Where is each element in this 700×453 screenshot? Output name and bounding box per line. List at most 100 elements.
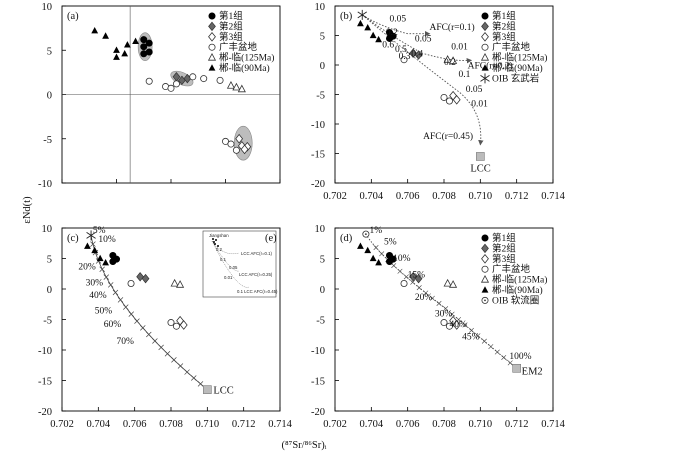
x-axis-title: (⁸⁷Sr/⁸⁶Sr)ᵢ <box>282 440 327 451</box>
inset-curve <box>211 240 250 288</box>
legend-label: 郴-临(125Ma) <box>492 52 547 64</box>
data-point <box>91 246 99 254</box>
data-point <box>221 137 229 145</box>
mixing-tick <box>146 331 152 338</box>
legend-marker <box>481 64 489 71</box>
data-point <box>96 254 104 262</box>
legend-label: 郴-临(90Ma) <box>219 62 270 74</box>
legend-marker <box>208 43 216 51</box>
mixing-tick <box>90 241 96 247</box>
data-point <box>443 278 452 287</box>
mixing-tick <box>501 354 507 360</box>
legend-marker <box>480 52 490 61</box>
fraction-label: 0.6 <box>382 40 394 50</box>
inset-curve-label: 0.1 LCC AFC(r=0.45) <box>237 289 278 294</box>
y-tick-label: 10 <box>315 224 326 235</box>
data-point <box>141 273 150 284</box>
y-tick-label: -5 <box>316 316 325 327</box>
data-point <box>364 24 372 31</box>
data-point <box>113 53 120 60</box>
mixing-tick <box>171 357 177 363</box>
mixing-tick <box>429 295 435 301</box>
x-tick-label: 0.706 <box>123 419 147 430</box>
legend-label: OIB 软流圈 <box>492 294 539 306</box>
data-point <box>113 255 121 263</box>
data-point <box>145 48 153 56</box>
percent-label: 50% <box>95 306 113 316</box>
percent-label: 20% <box>78 262 96 272</box>
legend-marker <box>208 64 216 71</box>
mixing-tick <box>134 318 140 324</box>
mixing-tick <box>177 363 184 369</box>
percent-label: 20% <box>415 293 433 303</box>
data-point <box>200 75 208 83</box>
legend-marker <box>481 21 489 32</box>
mixing-tick <box>164 350 171 357</box>
lcc-endmember <box>476 152 485 161</box>
legend-marker <box>208 31 216 42</box>
x-tick-label: 0.714 <box>541 191 565 202</box>
mixing-tick <box>140 325 146 331</box>
em2-label: EM2 <box>522 366 543 377</box>
y-tick-label: 5 <box>47 46 52 57</box>
y-tick-label: 0 <box>320 61 325 72</box>
panel-c: 0.702 0.704 0.706 0.708 0.710 0.712 0.714 10 5 0 -… <box>38 224 293 430</box>
mixing-tick <box>397 268 403 274</box>
lcc-label: LCC <box>470 163 490 174</box>
percent-label: 70% <box>117 337 135 347</box>
legend-label: 郴-临(90Ma) <box>492 284 543 296</box>
data-point <box>449 56 458 64</box>
legend-label: 第2组 <box>492 242 516 254</box>
inset-tick-label: 0.1 <box>220 257 227 262</box>
x-tick-label: 0.708 <box>432 191 456 202</box>
x-tick-label: 0.702 <box>50 419 74 430</box>
mixing-tick <box>152 338 158 344</box>
panel-label: (b) <box>340 11 353 22</box>
percent-label: 5% <box>93 226 106 236</box>
data-point <box>240 144 249 155</box>
y-tick-label: 5 <box>320 255 325 266</box>
data-point <box>409 272 417 282</box>
mixing-tick <box>481 338 487 344</box>
data-point <box>357 19 364 27</box>
panel-d: 0.702 0.704 0.706 0.708 0.710 0.712 0.714 10 5 0 -… <box>311 224 566 430</box>
data-point <box>232 146 240 154</box>
percent-label: 1% <box>370 226 383 236</box>
data-point <box>389 255 397 263</box>
mixing-tick <box>423 290 429 296</box>
data-point <box>179 320 188 330</box>
y-tick-label: -5 <box>43 316 52 327</box>
y-axis-title: εNd(t) <box>22 196 33 224</box>
data-point <box>237 84 246 93</box>
mixing-tick <box>443 306 449 312</box>
lcc-endmember <box>203 385 212 394</box>
mixing-tick <box>403 274 409 280</box>
data-point <box>102 32 109 39</box>
legend-label: 郴-临(125Ma) <box>219 52 274 64</box>
mixing-tick <box>99 266 105 272</box>
lcc-label: LCC <box>213 386 233 397</box>
x-tick-label: 0.710 <box>469 191 493 202</box>
mixing-tick <box>103 274 110 280</box>
percent-label: 10% <box>393 254 411 264</box>
percent-label: 30% <box>435 309 453 319</box>
mixing-tick <box>191 375 197 381</box>
data-point <box>445 97 453 105</box>
data-point <box>132 37 139 44</box>
x-tick-label: 0.708 <box>432 419 456 430</box>
y-tick-label: -20 <box>311 407 325 418</box>
legend-label: 第2组 <box>219 20 243 32</box>
mixing-tick <box>197 381 204 387</box>
data-point <box>400 56 408 64</box>
panel-a: 10 5 0 -5 -10 (a) 第1组第2组第3组广丰盆地郴-临(125Ma)郴-临(9… <box>38 2 281 190</box>
y-tick-label: -10 <box>38 179 52 190</box>
mixing-tick <box>128 311 135 317</box>
x-tick-label: 0.712 <box>505 419 529 430</box>
mixing-tick <box>391 263 397 269</box>
legend-label: 第2组 <box>492 20 516 32</box>
legend-label: 第1组 <box>492 232 516 244</box>
x-tick-label: 0.714 <box>541 419 565 430</box>
x-tick-label: 0.706 <box>396 419 420 430</box>
data-point <box>232 82 241 91</box>
